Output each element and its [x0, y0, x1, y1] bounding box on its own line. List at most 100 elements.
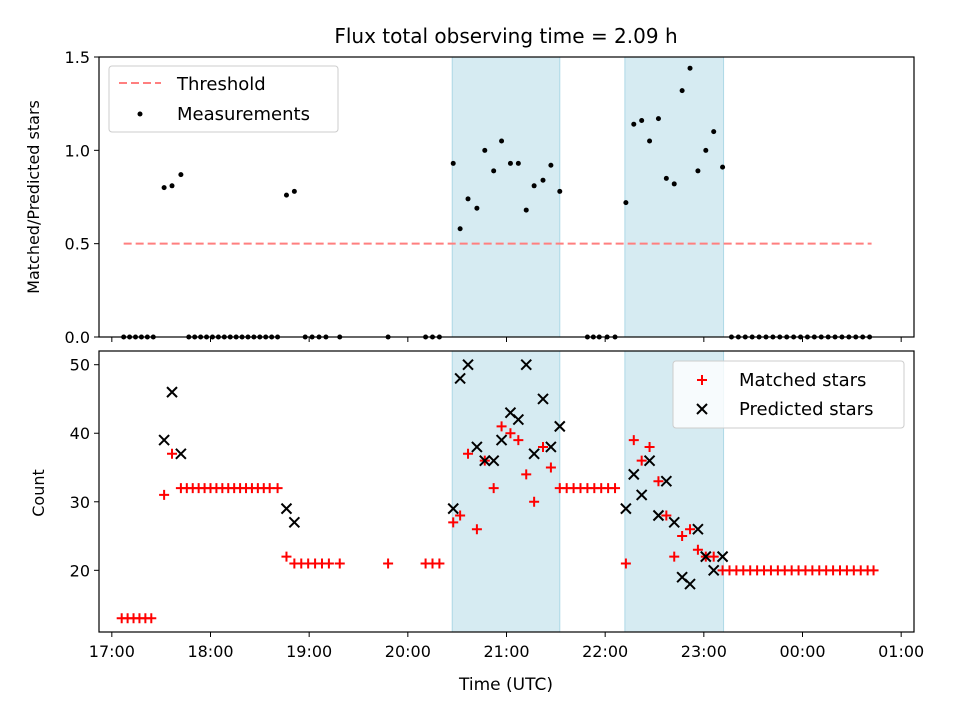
measurement-point	[687, 65, 693, 71]
top-panel: Flux total observing time = 2.09 h 0.0 0.…	[24, 24, 915, 347]
shaded-interval	[624, 56, 725, 338]
measurement-point	[623, 200, 629, 206]
measurement-point	[711, 129, 717, 135]
measurement-point	[540, 177, 546, 183]
predicted-star-point	[635, 489, 648, 501]
matched-star-point	[455, 510, 466, 521]
matched-star-point	[636, 455, 647, 466]
predicted-star-point	[166, 386, 178, 398]
matched-star-point	[653, 476, 664, 487]
matched-star-point	[146, 613, 157, 624]
matched-star-point	[159, 489, 170, 500]
matched-star-point	[383, 558, 394, 569]
matched-star-point	[334, 558, 345, 569]
measurement-point	[671, 181, 677, 187]
matched-star-point	[677, 531, 688, 542]
matched-star-point	[610, 483, 621, 494]
predicted-star-point	[545, 441, 557, 453]
chart-title: Flux total observing time = 2.09 h	[334, 24, 677, 48]
bottom-panel: 20 30 40 50 17:00 18:00 19:00 20:00 21:00 22:00 2…	[29, 350, 924, 695]
x-tick-label: 21:00	[483, 642, 529, 661]
x-tick-label: 01:00	[878, 642, 924, 661]
matched-star-point	[545, 462, 556, 473]
predicted-star-point	[716, 550, 729, 563]
matched-star-point	[496, 421, 507, 432]
predicted-star-point	[643, 454, 656, 467]
measurement-point	[523, 207, 529, 213]
matched-star-point	[628, 435, 639, 446]
predicted-star-point	[652, 509, 665, 522]
y-tick-label: 0.5	[65, 235, 90, 254]
matched-star-point	[661, 510, 672, 521]
predicted-star-point	[471, 441, 483, 453]
predicted-star-point	[700, 550, 712, 563]
matched-star-point	[868, 565, 879, 576]
bottom-y-axis-label: Count	[29, 469, 48, 517]
measurement-point	[663, 175, 669, 181]
measurement-point	[647, 138, 653, 144]
measurement-point	[531, 183, 537, 189]
predicted-star-point	[479, 454, 491, 467]
top-legend: Threshold Measurements	[108, 65, 339, 133]
measurement-point	[631, 121, 637, 127]
measurement-point	[178, 172, 184, 178]
matched-star-point	[620, 558, 631, 569]
predicted-star-point	[668, 516, 680, 529]
y-tick-label: 1.0	[65, 141, 90, 160]
matched-star-point	[538, 441, 549, 452]
x-tick-label: 19:00	[286, 642, 332, 661]
measurement-point	[291, 188, 297, 194]
predicted-star-point	[487, 454, 500, 467]
measurement-point	[161, 185, 167, 191]
measurement-point	[499, 138, 505, 144]
matched-star-point	[505, 428, 516, 439]
predicted-star-point	[528, 448, 540, 460]
predicted-star-point	[495, 434, 508, 446]
measurement-point	[720, 164, 726, 170]
predicted-star-point	[554, 420, 566, 433]
legend-threshold-label: Threshold	[176, 74, 266, 95]
matched-star-point	[434, 558, 445, 569]
x-tick-label: 23:00	[681, 642, 727, 661]
legend-predicted-marker	[696, 403, 708, 415]
y-tick-label: 50	[70, 356, 90, 375]
bottom-legend-box	[672, 360, 905, 429]
measurement-point	[450, 160, 456, 166]
x-tick-label: 22:00	[582, 642, 628, 661]
predicted-star-point	[620, 502, 632, 515]
matched-star-point	[685, 524, 696, 535]
legend-matched-swatch	[697, 375, 707, 385]
matched-star-point	[644, 441, 655, 452]
measurement-point	[515, 160, 521, 166]
matched-star-point	[167, 448, 178, 459]
measurement-point	[695, 168, 701, 174]
predicted-star-point	[512, 413, 525, 426]
top-y-axis-label: Matched/Predicted stars	[24, 100, 43, 294]
measurement-point	[474, 205, 480, 211]
matched-star-point	[323, 558, 334, 569]
predicted-star-point	[537, 393, 549, 405]
predicted-star-point	[288, 516, 301, 529]
x-tick-label: 00:00	[779, 642, 825, 661]
matched-star-point	[448, 517, 459, 528]
y-tick-label: 40	[70, 424, 90, 443]
y-tick-label: 0.0	[65, 328, 90, 347]
matched-star-point	[463, 448, 474, 459]
measurement-point	[557, 188, 563, 194]
measurement-point	[703, 147, 709, 153]
predicted-star-point	[158, 434, 170, 446]
predicted-star-point	[628, 468, 640, 481]
x-axis-label: Time (UTC)	[458, 675, 553, 695]
matched-star-point	[529, 496, 540, 507]
matched-star-point	[669, 551, 680, 562]
predicted-star-point	[447, 502, 459, 515]
measurement-point	[482, 147, 488, 153]
x-tick-label: 20:00	[385, 642, 431, 661]
legend-measurements-label: Measurements	[177, 104, 310, 125]
x-tick-label: 17:00	[89, 642, 135, 661]
bottom-legend: Matched stars Predicted stars	[672, 360, 905, 429]
measurement-point	[457, 226, 463, 232]
matched-star-point	[692, 544, 703, 555]
measurement-point	[283, 192, 289, 198]
